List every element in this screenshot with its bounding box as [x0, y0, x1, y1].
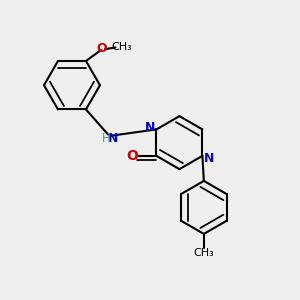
Text: N: N	[145, 121, 155, 134]
Text: CH₃: CH₃	[194, 248, 214, 258]
Text: O: O	[126, 149, 138, 163]
Text: H: H	[102, 132, 111, 145]
Text: O: O	[97, 42, 107, 55]
Text: CH₃: CH₃	[112, 43, 132, 52]
Text: N: N	[108, 132, 118, 145]
Text: N: N	[204, 152, 214, 165]
